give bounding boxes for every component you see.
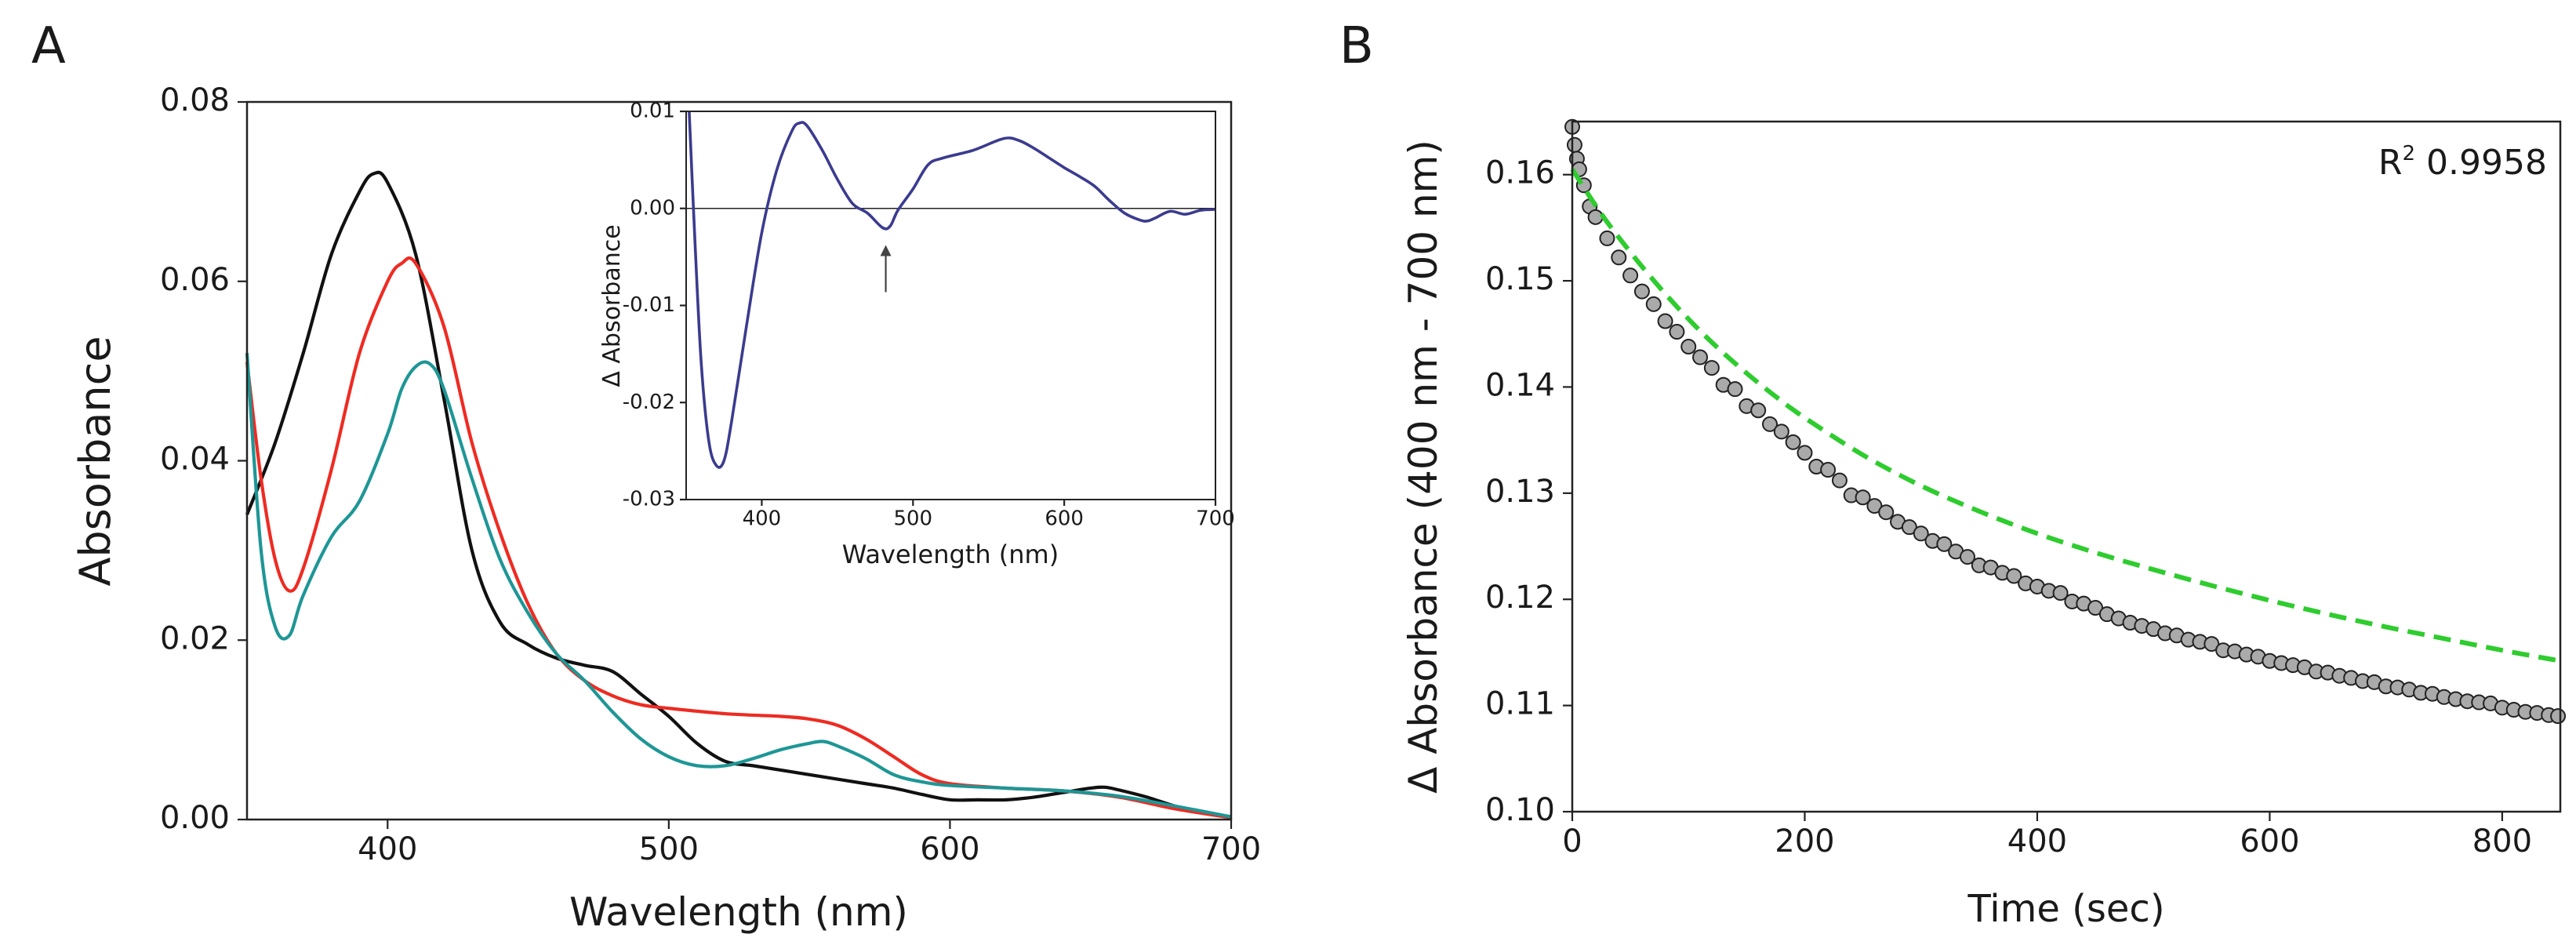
panel-b-y-tick-label: 0.16 — [1485, 155, 1555, 191]
inset-x-tick-label: 400 — [743, 507, 782, 530]
inset-x-tick-label: 600 — [1045, 507, 1084, 530]
r2-symbol: R — [2378, 143, 2403, 183]
panel-b-data-point — [1611, 249, 1627, 266]
panel-b-series-group — [1564, 118, 2567, 725]
panel-a-y-tick-label: 0.08 — [160, 82, 230, 118]
panel-b-data-point — [1878, 504, 1895, 521]
panel-a-series-group — [245, 170, 1232, 820]
panel-b-data-point — [1680, 339, 1697, 355]
panel-label-b: B — [1339, 17, 1374, 75]
panel-b-r2-annotation: R2 0.9958 — [2378, 142, 2547, 183]
inset-x-tick-label: 700 — [1196, 507, 1235, 530]
panel-a-y-tick-label: 0.06 — [160, 262, 230, 298]
panel-b-y-axis-label: Δ Absorbance (400 nm - 700 nm) — [1401, 140, 1446, 794]
panel-a-x-tick-label: 600 — [920, 831, 979, 867]
r2-superscript: 2 — [2402, 142, 2415, 165]
panel-a-series-teal — [245, 353, 1232, 819]
panel-a-y-tick-label: 0.00 — [160, 800, 230, 836]
panel-a-y-ticks: 0.00 0.02 0.04 0.06 0.08 — [160, 82, 247, 836]
inset-arrow-head-icon — [880, 245, 892, 256]
panel-b-data-point — [1785, 434, 1801, 450]
panel-b-data-point — [2006, 568, 2022, 584]
inset-y-axis-label: Δ Absorbance — [598, 224, 626, 387]
panel-a-x-tick-label: 400 — [358, 831, 417, 867]
panel-b-x-tick-label: 200 — [1775, 823, 1834, 860]
panel-b-data-point — [1622, 267, 1639, 284]
inset-x-axis-label: Wavelength (nm) — [842, 540, 1059, 569]
panel-b-data-point — [1913, 525, 1929, 542]
panel-b-x-axis-label: Time (sec) — [1967, 887, 2164, 931]
panel-b-data-point — [1587, 209, 1604, 225]
inset-y-tick-label: -0.01 — [623, 293, 675, 317]
panel-b-data-point — [2550, 708, 2567, 725]
panel-b-data-point — [1703, 360, 1720, 376]
panel-b-y-tick-label: 0.15 — [1485, 261, 1555, 297]
panel-b-data-point — [1727, 381, 1743, 398]
panel-b-y-tick-label: 0.12 — [1485, 580, 1555, 616]
panel-b-chart: 0.10 0.11 0.12 0.13 0.14 0.15 0.16 0 200 400 600 8… — [1401, 118, 2567, 931]
panel-label-a: A — [31, 17, 66, 75]
panel-b-data-point — [1599, 230, 1615, 246]
panel-a-y-tick-label: 0.04 — [160, 442, 230, 478]
panel-b-data-point — [1797, 445, 1813, 461]
panel-b-data-point — [1773, 423, 1789, 440]
inset-x-tick-label: 500 — [893, 507, 932, 530]
panel-a-inset-chart: -0.03 -0.02 -0.01 0.00 0.01 400 500 600 700 Wav… — [598, 100, 1235, 570]
panel-b-data-point — [1645, 296, 1662, 312]
panel-b-data-point — [1657, 313, 1673, 329]
panel-a-x-ticks: 400 500 600 700 — [358, 820, 1261, 867]
inset-x-ticks: 400 500 600 700 — [743, 500, 1235, 530]
panel-a-chart: 0.00 0.02 0.04 0.06 0.08 400 500 600 700 Wavele… — [71, 82, 1261, 935]
panel-b-fit-line — [1570, 168, 2561, 663]
inset-y-tick-label: -0.03 — [623, 488, 675, 511]
panel-b-data-point — [1936, 536, 1953, 552]
panel-b-data-point — [1633, 283, 1650, 300]
inset-y-ticks: -0.03 -0.02 -0.01 0.00 0.01 — [623, 100, 686, 511]
panel-b-y-tick-label: 0.10 — [1485, 792, 1555, 828]
panel-a-y-axis-label: Absorbance — [71, 336, 120, 586]
panel-b-data-point — [1762, 416, 1778, 432]
panel-b-y-tick-label: 0.11 — [1485, 686, 1555, 722]
inset-y-tick-label: 0.01 — [630, 100, 675, 123]
panel-b-data-point — [1566, 136, 1582, 153]
panel-b-x-tick-label: 400 — [2007, 823, 2067, 860]
panel-a-y-tick-label: 0.02 — [160, 620, 230, 656]
panel-a-x-tick-label: 500 — [639, 831, 699, 867]
panel-b-data-point — [1820, 462, 1837, 478]
panel-a-x-tick-label: 700 — [1201, 831, 1261, 867]
panel-b-x-tick-label: 600 — [2240, 823, 2299, 860]
inset-y-tick-label: 0.00 — [630, 196, 675, 220]
panel-b-y-ticks: 0.10 0.11 0.12 0.13 0.14 0.15 0.16 — [1485, 155, 1572, 828]
inset-background — [686, 111, 1215, 500]
panel-b-data-point — [1669, 324, 1685, 340]
panel-b-data-point — [1855, 489, 1871, 506]
panel-b-data-point — [1831, 472, 1848, 489]
r2-value: 0.9958 — [2426, 143, 2547, 183]
panel-b-x-tick-label: 0 — [1562, 823, 1582, 860]
panel-b-plot-frame — [1571, 120, 2562, 813]
inset-series-difference — [688, 111, 1216, 469]
panel-b-y-tick-label: 0.14 — [1485, 367, 1555, 403]
panel-b-y-tick-label: 0.13 — [1485, 474, 1555, 510]
inset-y-tick-label: -0.02 — [623, 391, 675, 414]
panel-b-x-ticks: 0 200 400 600 800 — [1562, 812, 2532, 860]
panel-a-x-axis-label: Wavelength (nm) — [569, 889, 908, 935]
panel-b-data-point — [1750, 402, 1767, 419]
inset-series-group — [688, 111, 1216, 469]
panel-b-data-point — [1692, 349, 1709, 365]
panel-b-x-tick-label: 800 — [2472, 823, 2532, 860]
panel-b-data-point — [1960, 549, 1975, 565]
panel-b-data-point — [2052, 585, 2069, 602]
inset-arrow-annotation — [880, 245, 892, 293]
